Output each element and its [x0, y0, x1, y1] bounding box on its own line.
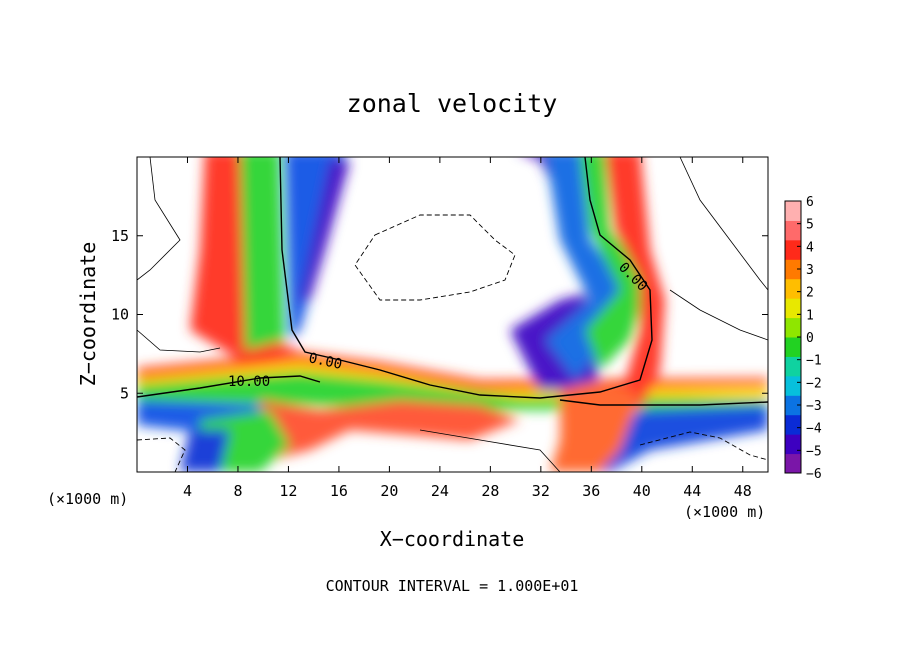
contour-lines	[137, 157, 768, 406]
y-axis-title: Z−coordinate	[76, 242, 100, 387]
x-tick-label: 48	[734, 482, 752, 500]
colorbar-swatch	[785, 375, 801, 396]
plot-area: 10.00 0.00 0.00 4 8 12 16 20 24 28 32 36 40 44 48 5…	[111, 156, 769, 500]
field-left-green	[240, 157, 285, 350]
contour-line-ten	[137, 375, 321, 398]
x-tick-label: 32	[532, 482, 550, 500]
colorbar-tick-label: 0	[806, 331, 814, 346]
contour-line-dashed-bottom-right	[639, 431, 768, 461]
field-lower-mix	[260, 400, 520, 460]
contour-line-thin-left-low	[137, 329, 221, 353]
x-axis-title: X−coordinate	[380, 527, 525, 551]
y-axis: 5 10 15	[111, 227, 768, 402]
colorbar-tick-label: 6	[806, 195, 814, 210]
colorbar-tick-label: −1	[806, 354, 822, 369]
contour-line-thin-left	[137, 157, 181, 281]
field-right-lower	[550, 380, 640, 472]
field-band-blue-right	[590, 405, 768, 472]
colorbar-tick-label: 2	[806, 286, 814, 301]
field-left-violet	[300, 160, 350, 300]
colorbar-swatch	[785, 337, 801, 357]
colorbar-tick-label: −4	[806, 422, 822, 437]
x-axis: 4 8 12 16 20 24 28 32 36 40 44 48	[183, 157, 752, 500]
colorbar-swatch	[785, 317, 801, 338]
x-tick-label: 40	[633, 482, 651, 500]
x-tick-label: 4	[183, 482, 192, 500]
contour-line-dashed-bottom-left	[137, 437, 186, 472]
contour-line-thin-right	[679, 157, 768, 291]
colorbar-swatch	[785, 201, 801, 221]
x-unit-right: (×1000 m)	[684, 503, 765, 521]
colorbar-tick-label: 3	[806, 263, 814, 278]
x-tick-label: 28	[481, 482, 499, 500]
x-tick-label: 8	[233, 482, 242, 500]
colorbar-tick-label: 4	[806, 240, 814, 255]
x-tick-label: 20	[380, 482, 398, 500]
colorbar-tick-label: −5	[806, 444, 822, 459]
y-tick-label: 10	[111, 306, 129, 324]
contour-interval-note: CONTOUR INTERVAL = 1.000E+01	[326, 577, 579, 595]
colorbar-swatch	[785, 220, 801, 241]
colorbar-tick-label: −2	[806, 376, 822, 391]
field-lower-blue	[180, 430, 230, 472]
field-band-red	[137, 352, 768, 390]
colorbar-tick-label: 1	[806, 308, 814, 323]
x-tick-label: 12	[279, 482, 297, 500]
colorbar-swatch	[785, 395, 801, 416]
colorbar-tick-label: −3	[806, 399, 822, 414]
chart-title: zonal velocity	[347, 89, 558, 118]
y-tick-label: 5	[120, 384, 129, 402]
colorbar-swatch	[785, 298, 801, 319]
colorbar-tick-label: 5	[806, 218, 814, 233]
x-tick-label: 44	[683, 482, 701, 500]
y-tick-label: 15	[111, 227, 129, 245]
contour-lines-thin	[137, 157, 768, 472]
colorbar-swatch	[785, 434, 801, 455]
contour-lines-dashed	[137, 214, 768, 472]
colorbar-tick-label: −6	[806, 467, 822, 482]
contour-label-ten: 10.00	[228, 374, 270, 390]
colorbar-swatch	[785, 239, 801, 260]
x-tick-label: 24	[431, 482, 449, 500]
colorbar: 6 5 4 3 2 1 0 −1 −2 −3 −4 −5 −6	[784, 195, 822, 482]
colorbar-swatch	[785, 259, 801, 280]
colorbar-swatch	[785, 453, 801, 474]
contour-line-lower	[559, 399, 768, 406]
colorbar-swatch	[785, 414, 801, 435]
contour-line-dashed-center	[354, 214, 516, 301]
contour-line-thin-right-mid	[669, 289, 768, 341]
contour-line-zero-left	[279, 157, 653, 399]
contour-line-thin-bottom	[419, 429, 561, 472]
x-unit-left: (×1000 m)	[47, 490, 128, 508]
colorbar-swatch	[785, 278, 801, 299]
x-tick-label: 36	[582, 482, 600, 500]
field-right-green	[580, 157, 650, 370]
contour-label-zero-left: 0.00	[307, 350, 343, 373]
colorbar-swatch	[785, 356, 801, 377]
x-tick-label: 16	[330, 482, 348, 500]
